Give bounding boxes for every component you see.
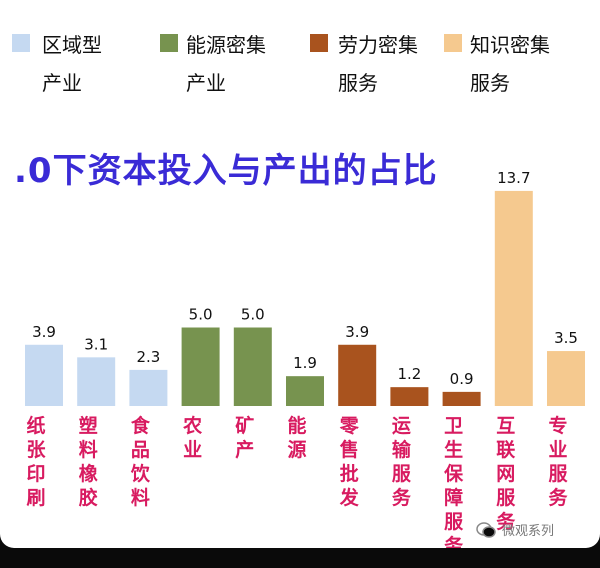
wechat-icon xyxy=(476,521,496,538)
bar-value-label: 5.0 xyxy=(189,306,213,324)
bar-value-label: 2.3 xyxy=(136,348,160,366)
category-label: 纸张印刷 xyxy=(26,414,46,509)
bar-8 xyxy=(390,387,429,406)
bar-6 xyxy=(286,376,324,406)
legend-label-line2: 产业 xyxy=(186,71,226,95)
legend-label-line1: 劳力密集 xyxy=(338,33,418,57)
chart-panel: 区域型 产业 能源密集 产业 劳力密集 服务 知识密集 服务 .0下资本投入与产… xyxy=(0,0,600,548)
category-label: 零售批发 xyxy=(339,415,360,509)
legend-swatch xyxy=(444,34,462,52)
bar-value-label: 3.9 xyxy=(345,323,369,341)
category-label: 卫生保障服务 xyxy=(443,415,464,548)
bar-11 xyxy=(547,351,585,406)
bar-5 xyxy=(233,327,272,406)
category-label: 专业服务 xyxy=(548,414,568,509)
watermark-text: 微观系列 xyxy=(502,524,555,539)
bar-value-label: 1.2 xyxy=(397,365,421,383)
legend-swatch xyxy=(160,34,178,52)
category-label: 塑料橡胶 xyxy=(79,414,99,509)
watermark: 微观系列 xyxy=(476,520,554,539)
bar-1 xyxy=(25,344,63,406)
bar-3 xyxy=(129,369,168,406)
bar-value-label: 1.9 xyxy=(293,354,317,372)
bar-10 xyxy=(494,190,533,406)
legend-swatch xyxy=(12,34,30,52)
legend-label-line1: 知识密集 xyxy=(470,33,550,57)
bar-value-label: 3.5 xyxy=(554,329,578,347)
legend-label-line1: 区域型 xyxy=(42,33,102,57)
bar-value-label: 3.1 xyxy=(84,335,108,353)
bar-chart: 3.9 纸张印刷 3.1 塑料橡胶 2.3 食品饮料 5.0 农业 5.0 矿产 1.9 能源 3.9 零… xyxy=(25,169,585,548)
category-label: 食品饮料 xyxy=(130,414,151,509)
bar-value-label: 3.9 xyxy=(32,323,56,341)
category-label: 能源 xyxy=(287,414,306,461)
legend-label-line1: 能源密集 xyxy=(186,33,266,57)
category-label: 农业 xyxy=(182,414,202,461)
chart-title: .0下资本投入与产出的占比 xyxy=(14,151,438,191)
legend-label-line2: 服务 xyxy=(338,71,378,95)
legend-label-line2: 服务 xyxy=(470,71,510,95)
legend-label-line2: 产业 xyxy=(42,71,82,95)
bar-value-label: 13.7 xyxy=(497,169,530,187)
category-label: 互联网服务 xyxy=(496,415,516,533)
bar-9 xyxy=(442,391,481,406)
category-label: 运输服务 xyxy=(392,415,412,509)
bar-4 xyxy=(181,327,220,406)
category-label: 矿产 xyxy=(235,414,254,461)
bar-value-label: 5.0 xyxy=(241,306,265,324)
bar-value-label: 0.9 xyxy=(450,370,474,388)
bar-2 xyxy=(77,357,116,406)
legend-swatch xyxy=(310,34,328,52)
bar-7 xyxy=(338,344,377,406)
